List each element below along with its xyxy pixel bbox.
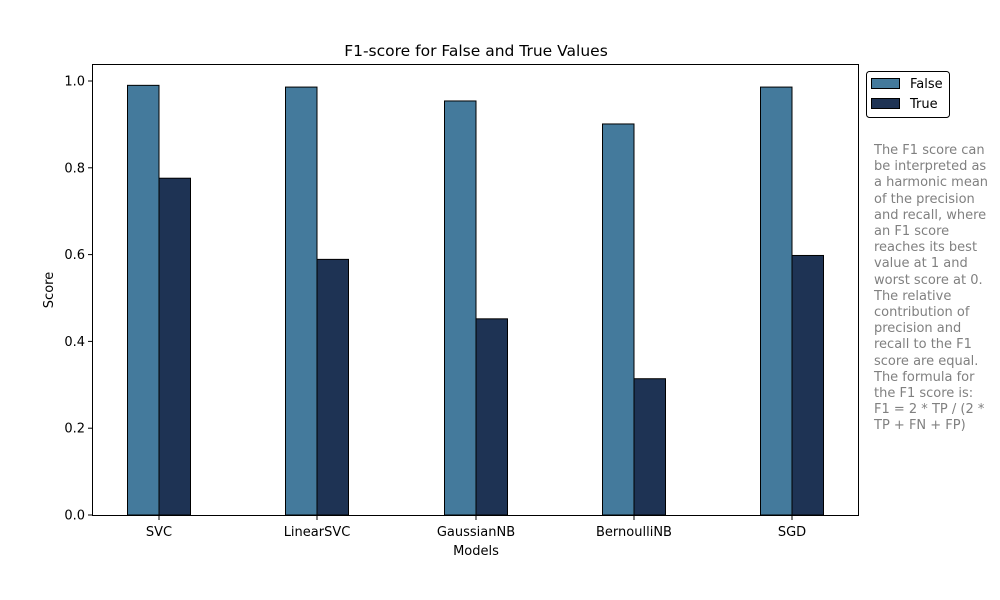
bar-svc-false [127,84,160,516]
y-axis: 0.0 0.2 0.4 0.6 0.8 1.0 [64,75,93,524]
bar-sgd-false [760,86,793,516]
y-tick-label: 0.0 [64,509,85,524]
y-tick-label: 0.2 [64,422,85,437]
plot-frame [92,64,859,516]
bar-gaussiannb-false [444,100,477,516]
chart-title: F1-score for False and True Values [344,42,608,60]
bar-sgd-true [791,254,824,516]
legend-label-true: True [909,97,938,112]
y-tick-label: 0.4 [64,335,85,350]
x-tick-label-gaussiannb: GaussianNB [437,525,515,540]
y-axis-label: Score [42,272,57,308]
x-tick-label-sgd: SGD [778,525,806,540]
bar-gaussiannb-true [475,318,508,516]
y-tick-label: 0.8 [64,161,85,176]
x-axis-label: Models [453,544,499,559]
bar-bernoullinb-true [633,378,666,516]
x-tick-label-bernoullinb: BernoulliNB [596,525,672,540]
bar-svc-true [158,177,191,516]
y-tick-label: 0.6 [64,248,85,263]
bar-bernoullinb-false [602,123,635,516]
x-axis: SVC LinearSVC GaussianNB BernoulliNB SGD [146,515,806,540]
bar-linearsvc-false [285,86,318,516]
legend-swatch-false [871,78,900,89]
legend-label-false: False [910,77,943,92]
bar-linearsvc-true [316,258,349,516]
legend-swatch-true [871,98,900,109]
f1-score-explanation: The F1 score can be interpreted as a har… [874,143,989,434]
x-tick-label-svc: SVC [146,525,172,540]
x-tick-label-linearsvc: LinearSVC [284,525,351,540]
bars-group [127,84,824,516]
legend: False True [866,71,950,118]
y-tick-label: 1.0 [64,75,85,90]
